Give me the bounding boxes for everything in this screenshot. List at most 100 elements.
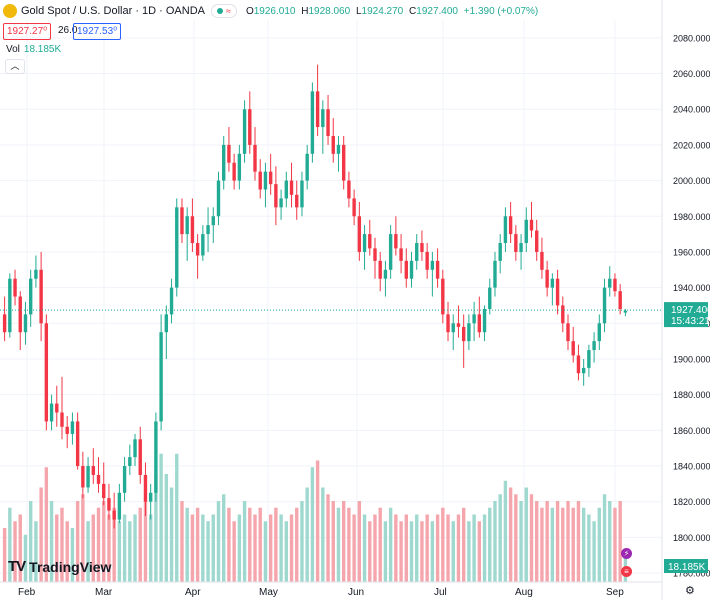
volume-bar: [394, 514, 398, 582]
buy-button[interactable]: 1927.53⁰: [73, 23, 122, 40]
close-value: 1927.400: [416, 5, 458, 17]
candle-body: [561, 305, 565, 324]
volume-bar: [357, 501, 362, 582]
candle-body: [415, 243, 419, 261]
volume-bar: [70, 528, 75, 582]
candlestick-series: [2, 64, 628, 529]
tradingview-logo[interactable]: TV TradingView: [8, 558, 111, 575]
volume-bar: [508, 487, 513, 582]
volume-bar: [44, 467, 49, 582]
candle-body: [248, 109, 252, 145]
volume-bar: [107, 514, 111, 582]
candle-body: [169, 287, 174, 315]
candle-body: [326, 109, 330, 136]
volume-bar: [477, 521, 482, 582]
candle-body: [70, 421, 75, 434]
volume-bar: [2, 528, 7, 582]
volume-bar: [175, 453, 179, 582]
volume-bar: [154, 474, 158, 582]
volume-bar: [608, 501, 612, 582]
candle-body: [399, 248, 403, 261]
volume-bar: [268, 514, 273, 582]
candle-body: [435, 260, 440, 279]
candle-body: [18, 296, 22, 333]
volume-bar: [336, 507, 341, 582]
volume-bar: [362, 514, 367, 582]
x-tick-label: Sep: [606, 587, 624, 598]
sell-button[interactable]: 1927.27⁰: [3, 23, 52, 40]
last-price-label: 1927.400 15:43:21: [664, 302, 710, 328]
volume-bar: [602, 494, 607, 582]
candle-body: [357, 216, 362, 252]
candle-body: [268, 171, 273, 185]
candle-body: [409, 260, 414, 279]
volume-bar: [148, 514, 153, 582]
candle-body: [331, 135, 335, 154]
candle-body: [274, 184, 278, 208]
volume-bar: [420, 521, 424, 582]
candle-body: [34, 269, 38, 279]
settings-gear-icon[interactable]: ⚙: [685, 585, 695, 597]
volume-bar: [331, 501, 335, 582]
candle-body: [446, 314, 450, 333]
candle-body: [508, 216, 513, 235]
candle-body: [65, 426, 69, 434]
volume-bar: [96, 507, 101, 582]
candle-body: [488, 287, 492, 310]
low-value: 1924.270: [361, 5, 404, 17]
chart-header: Gold Spot / U.S. Dollar · 1D · OANDA ≈ O…: [3, 3, 538, 19]
market-status[interactable]: ≈: [211, 4, 237, 18]
volume-bar: [482, 514, 487, 582]
volume-bar: [258, 507, 262, 582]
volume-bar: [222, 494, 226, 582]
candle-body: [122, 466, 127, 493]
lightning-icon[interactable]: ⚡: [621, 548, 632, 559]
volume-bar: [347, 507, 351, 582]
price-axis[interactable]: 1780.000 1800.000 1820.000 1840.000 1860.000…: [661, 0, 710, 600]
candle-body: [44, 323, 49, 422]
candle-body: [524, 219, 528, 244]
symbol-title[interactable]: Gold Spot / U.S. Dollar · 1D · OANDA: [21, 5, 205, 17]
candle-body: [159, 332, 163, 422]
flag-icon[interactable]: ≡: [621, 566, 632, 577]
volume-bar: [456, 514, 461, 582]
spread-value: 26.0: [58, 25, 78, 36]
volume-bar: [566, 501, 570, 582]
candle-body: [91, 466, 95, 475]
candle-body: [206, 225, 210, 235]
volume-bar: [91, 514, 95, 582]
time-axis[interactable]: Feb Mar Apr May Jun Jul Aug Sep: [0, 581, 662, 598]
candle-body: [96, 474, 101, 484]
volume-bar: [195, 507, 200, 582]
y-tick-label: 1960.000: [673, 247, 710, 257]
candle-body: [587, 350, 591, 368]
candle-body: [519, 243, 523, 252]
candle-body: [227, 144, 231, 163]
gold-symbol-icon: [3, 4, 17, 18]
volume-bar: [571, 507, 575, 582]
x-tick-label: Jun: [348, 587, 364, 598]
candle-body: [2, 314, 7, 333]
candle-body: [133, 439, 137, 458]
candle-body: [477, 314, 482, 333]
candle-body: [503, 216, 508, 244]
market-open-dot-icon: [217, 8, 223, 14]
y-tick-label: 1840.000: [673, 462, 710, 472]
volume-bar: [248, 507, 252, 582]
volume-bar: [201, 514, 205, 582]
candle-body: [576, 355, 581, 374]
candle-body: [222, 144, 226, 181]
candle-body: [263, 171, 268, 190]
candle-body: [394, 234, 398, 249]
candle-body: [498, 243, 502, 261]
volume-bar: [451, 521, 455, 582]
volume-bar: [60, 507, 64, 582]
ohlc-values: O1926.010 H1928.060 L1924.270 C1927.400 …: [243, 6, 538, 17]
volume-legend[interactable]: Vol 18.185K: [6, 44, 61, 55]
volume-bar: [232, 521, 236, 582]
candle-body: [154, 421, 158, 493]
candle-body: [253, 144, 257, 172]
collapse-legend-button[interactable]: ︿: [5, 59, 25, 74]
volume-bar: [388, 507, 393, 582]
